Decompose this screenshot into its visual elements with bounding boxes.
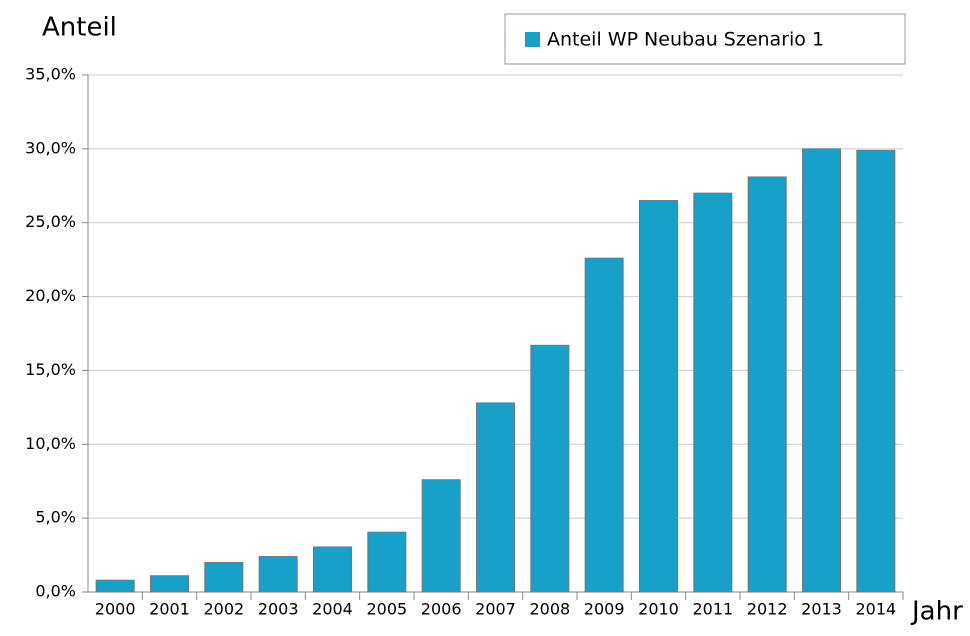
x-tick-label: 2006 (421, 600, 462, 619)
x-tick-label: 2012 (747, 600, 788, 619)
bar (421, 479, 461, 593)
bar (530, 344, 570, 593)
x-tick-label: 2007 (475, 600, 516, 619)
x-tick-label: 2014 (855, 600, 896, 619)
x-tick-label: 2001 (149, 600, 190, 619)
y-tick-label: 35,0% (25, 65, 76, 84)
x-tick-label: 2011 (692, 600, 733, 619)
bar (312, 546, 353, 593)
y-tick-label: 10,0% (25, 434, 76, 453)
bar (747, 176, 787, 593)
x-tick-label: 2009 (584, 600, 625, 619)
x-tick-label: 2003 (258, 600, 299, 619)
x-tick-label: 2000 (95, 600, 136, 619)
y-tick-label: 0,0% (35, 582, 76, 601)
x-tick-label: 2005 (366, 600, 407, 619)
bar (95, 579, 135, 593)
bar (584, 257, 624, 593)
bar (258, 556, 298, 593)
legend-box (504, 13, 906, 65)
x-tick-label: 2008 (529, 600, 570, 619)
y-tick-label: 20,0% (25, 286, 76, 305)
y-tick-label: 5,0% (35, 508, 76, 527)
bar (856, 149, 896, 593)
legend-swatch (525, 32, 540, 47)
x-axis-title: Jahr (910, 597, 963, 627)
x-tick-label: 2010 (638, 600, 679, 619)
bar (638, 200, 679, 593)
bar (693, 192, 733, 593)
bar (801, 148, 842, 593)
bar (149, 575, 190, 593)
y-tick-label: 30,0% (25, 138, 76, 157)
legend-label: Anteil WP Neubau Szenario 1 (547, 29, 824, 51)
x-tick-label: 2004 (312, 600, 353, 619)
x-tick-label: 2002 (203, 600, 244, 619)
y-tick-label: 25,0% (25, 212, 76, 231)
y-tick-label: 15,0% (25, 360, 76, 379)
bar (204, 561, 244, 593)
y-axis-title: Anteil (42, 13, 117, 43)
x-tick-label: 2013 (801, 600, 842, 619)
bar (475, 402, 516, 593)
bar (367, 531, 407, 593)
